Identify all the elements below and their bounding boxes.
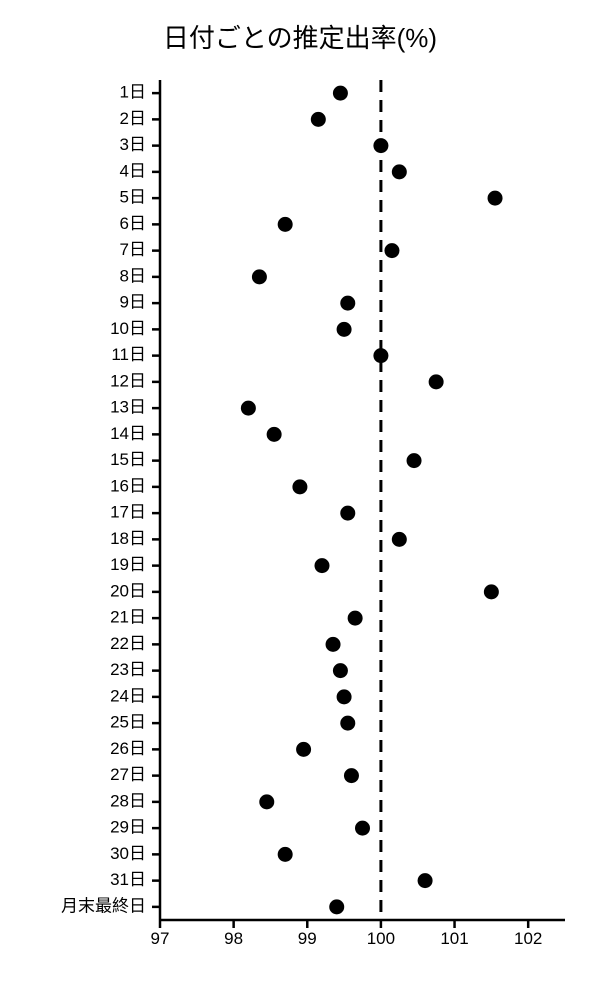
x-tick-label: 100 xyxy=(367,929,395,948)
y-tick-label: 27日 xyxy=(110,765,146,784)
dotplot-chart: 日付ごとの推定出率(%) 1日2日3日4日5日6日7日8日9日10日11日12日… xyxy=(0,0,600,1000)
y-tick-label: 1日 xyxy=(120,83,146,102)
y-tick-label: 25日 xyxy=(110,713,146,732)
data-point xyxy=(407,453,422,468)
data-point xyxy=(488,191,503,206)
y-tick-label: 15日 xyxy=(110,450,146,469)
data-point xyxy=(337,689,352,704)
x-tick-label: 97 xyxy=(151,929,170,948)
y-tick-label: 2日 xyxy=(120,109,146,128)
chart-svg: 1日 2日 3日 4日 5日 6日 7日 8日 9日 10日 11日 12日 13日 14日 15日 16日 1… xyxy=(0,0,600,1000)
y-tick-label: 10日 xyxy=(110,319,146,338)
x-tick-label: 98 xyxy=(224,929,243,948)
data-point xyxy=(344,768,359,783)
data-point xyxy=(484,584,499,599)
y-tick-label: 11日 xyxy=(111,345,146,364)
data-point xyxy=(373,138,388,153)
y-tick-label: 9日 xyxy=(120,293,146,312)
y-tick-label: 5日 xyxy=(120,188,146,207)
data-point xyxy=(278,217,293,232)
data-point xyxy=(373,348,388,363)
data-point xyxy=(333,663,348,678)
data-point xyxy=(340,506,355,521)
data-point xyxy=(392,164,407,179)
y-tick-label: 24日 xyxy=(110,686,146,705)
y-tick-label: 17日 xyxy=(110,503,146,522)
x-tick-label: 99 xyxy=(298,929,317,948)
data-point xyxy=(418,873,433,888)
y-tick-label: 23日 xyxy=(110,660,146,679)
data-point xyxy=(259,794,274,809)
y-tick-label: 8日 xyxy=(120,266,146,285)
data-point xyxy=(278,847,293,862)
data-point xyxy=(329,899,344,914)
data-point xyxy=(267,427,282,442)
data-point xyxy=(392,532,407,547)
data-point xyxy=(384,243,399,258)
y-tick-label: 30日 xyxy=(110,844,146,863)
x-tick-label: 101 xyxy=(440,929,468,948)
data-point xyxy=(337,322,352,337)
data-point xyxy=(315,558,330,573)
y-tick-label: 12日 xyxy=(110,371,146,390)
data-point xyxy=(348,611,363,626)
x-tick-label: 102 xyxy=(514,929,542,948)
y-tick-label: 29日 xyxy=(110,818,146,837)
data-point xyxy=(340,296,355,311)
data-point xyxy=(340,716,355,731)
y-tick-label: 31日 xyxy=(110,870,146,889)
data-point xyxy=(355,821,370,836)
data-point xyxy=(296,742,311,757)
y-tick-label: 13日 xyxy=(110,398,146,417)
y-tick-label: 4日 xyxy=(120,161,146,180)
y-tick-label: 26日 xyxy=(110,739,146,758)
data-point xyxy=(311,112,326,127)
y-tick-label: 28日 xyxy=(110,791,146,810)
data-point xyxy=(241,401,256,416)
y-tick-label: 20日 xyxy=(110,581,146,600)
y-tick-label: 21日 xyxy=(110,608,146,627)
data-point xyxy=(292,479,307,494)
y-tick-label: 19日 xyxy=(110,555,146,574)
y-tick-label: 3日 xyxy=(120,135,146,154)
y-tick-label: 14日 xyxy=(110,424,146,443)
y-tick-label: 22日 xyxy=(110,634,146,653)
y-tick-label: 18日 xyxy=(110,529,146,548)
data-point xyxy=(252,269,267,284)
y-tick-label: 月末最終日 xyxy=(61,896,146,915)
y-tick-label: 16日 xyxy=(110,476,146,495)
data-point xyxy=(429,374,444,389)
y-tick-label: 7日 xyxy=(120,240,146,259)
data-point xyxy=(333,86,348,101)
y-tick-label: 6日 xyxy=(120,214,146,233)
data-point xyxy=(326,637,341,652)
